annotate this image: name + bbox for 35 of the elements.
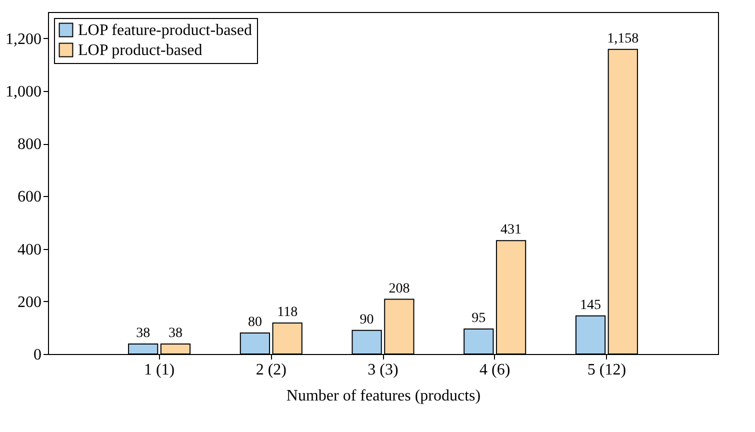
y-tick-label: 400 (18, 241, 42, 258)
bar (496, 240, 526, 354)
x-tick-label: 3 (3) (368, 362, 398, 378)
bar (352, 330, 382, 354)
bar (575, 315, 606, 354)
y-tick-label: 200 (18, 294, 42, 311)
y-tick-label: 1,000 (6, 83, 42, 100)
bar (272, 322, 302, 354)
x-tick-label: 5 (12) (587, 362, 626, 378)
bar (608, 48, 638, 354)
bar (128, 344, 158, 354)
data-label: 208 (388, 281, 410, 296)
bar (464, 328, 494, 354)
bar (160, 344, 191, 354)
y-tick-label: 0 (34, 346, 42, 364)
x-tick-label: 1 (1) (144, 362, 175, 378)
data-label: 38 (136, 326, 150, 342)
x-tick-label: 2 (2) (256, 362, 286, 378)
y-tick-label: 1,200 (6, 30, 42, 48)
legend-label: LOP product-based (78, 42, 202, 59)
data-label: 145 (580, 298, 602, 313)
bar (384, 298, 414, 354)
data-label: 80 (248, 314, 262, 330)
x-tick-label: 4 (6) (480, 362, 510, 378)
y-tick-label: 600 (18, 188, 42, 206)
legend-label: LOP feature-product-based (78, 22, 252, 39)
x-axis-title: Number of features (products) (286, 388, 481, 404)
data-label: 90 (360, 312, 374, 328)
data-label: 431 (500, 222, 522, 238)
data-label: 1,158 (607, 31, 639, 46)
data-label: 118 (277, 304, 298, 320)
bar (240, 332, 270, 354)
y-tick-label: 800 (18, 136, 42, 154)
data-label: 38 (168, 326, 182, 342)
data-label: 95 (472, 311, 486, 326)
